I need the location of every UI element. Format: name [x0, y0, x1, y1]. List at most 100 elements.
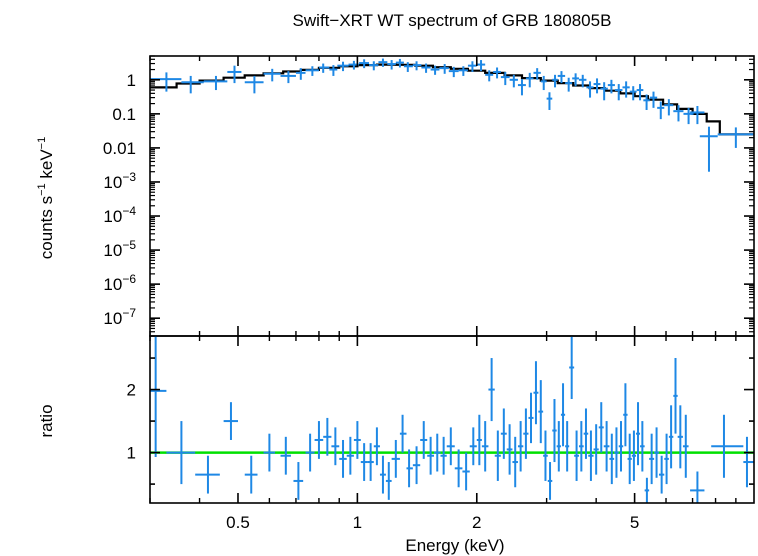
spectrum-data-point [476, 60, 486, 72]
ratio-data-point [743, 436, 754, 488]
spectrum-data-point [533, 68, 541, 80]
ratio-data-point [360, 443, 368, 481]
ratio-data-point [454, 449, 463, 488]
spectrum-data-point [467, 61, 477, 72]
ratio-data-point [523, 408, 529, 459]
spectrum-data-point [329, 65, 338, 76]
y-tick-label: 2 [127, 381, 136, 400]
spectrum-data-point [557, 71, 566, 84]
ratio-data-point [547, 462, 553, 500]
ratio-data-point [618, 421, 624, 472]
ratio-data-point [412, 446, 421, 485]
spectrum-panel: 1 0.1 0.01 10−3 10−4 10−5 10−6 10−7 counts s−1 … [36, 55, 755, 337]
ratio-data-point [654, 427, 659, 478]
y-tick-label: 0.1 [112, 105, 136, 124]
ratio-data-point [314, 421, 324, 459]
chart-title: Swift−XRT WT spectrum of GRB 180805B [293, 11, 612, 30]
spectrum-data-point [421, 63, 431, 73]
model-step-line [150, 63, 754, 136]
spectrum-data-point [525, 72, 534, 88]
ratio-data-point [150, 336, 167, 457]
ratio-data-point [440, 436, 447, 475]
ratio-data-point [609, 433, 615, 485]
ratio-data-point [668, 405, 674, 469]
ratio-data-point [195, 455, 220, 494]
ratio-data-point [433, 433, 441, 472]
ratio-data-point [552, 399, 557, 463]
spectrum-data-point [439, 64, 449, 74]
spectrum-data-point [359, 59, 370, 69]
spectrum-data-point [607, 79, 615, 94]
ratio-data-point [614, 427, 619, 478]
ratio-data-point [627, 433, 632, 485]
spectrum-data-point [699, 126, 718, 172]
spectrum-data-point [593, 78, 601, 94]
ratio-panel: 0.5 1 2 5 1 2 ratio Energy (keV) [37, 335, 755, 555]
spectrum-data-point [387, 60, 396, 70]
ratio-data-point [500, 408, 507, 459]
ratio-data-point [533, 361, 539, 425]
ratio-data-point [406, 449, 413, 488]
y-tick-label: 10−4 [103, 204, 136, 226]
ratio-data-point [367, 443, 374, 481]
spectrum-data-point [717, 127, 754, 148]
ratio-data-point [346, 436, 354, 475]
ratio-data-point [517, 421, 524, 472]
spectrum-data-point [552, 74, 558, 88]
ratio-data-point [528, 392, 534, 444]
ratio-data-point [293, 462, 304, 500]
spectrum-data-point [318, 63, 330, 73]
ratio-data-point [353, 421, 361, 459]
spectrum-data-point [458, 66, 468, 76]
spectrum-frame [149, 55, 755, 337]
spectrum-data-point [181, 75, 204, 94]
ratio-data-point [593, 424, 599, 475]
ratio-data-point [244, 455, 258, 494]
ratio-data-point [560, 383, 566, 447]
spectrum-data-point [643, 94, 650, 110]
spectrum-data-point [586, 81, 594, 98]
ratio-data-point [446, 427, 455, 466]
spectrum-data-point [305, 66, 319, 76]
x-axis-label: Energy (keV) [405, 536, 504, 555]
ratio-frame [149, 335, 755, 504]
ratio-data-point [339, 439, 347, 478]
ratio-data-point [574, 430, 579, 481]
x-tick-label: 5 [630, 513, 639, 532]
ratio-data-point [331, 427, 340, 466]
ratio-data-point [476, 414, 482, 466]
y-tick-label: 1 [127, 444, 136, 463]
spectrum-data-point [565, 77, 573, 92]
ratio-data-point [166, 421, 196, 485]
ratio-data-point [598, 402, 604, 453]
ratio-data-point [677, 405, 683, 469]
ratio-y-axis-label: ratio [37, 404, 56, 437]
ratio-data-point [223, 402, 238, 440]
ratio-data-point [623, 383, 628, 447]
spectrum-data-point [578, 74, 587, 88]
ratio-data-point [603, 421, 610, 472]
spectrum-data-point [295, 68, 306, 80]
ratio-data-point [462, 452, 470, 491]
y-tick-label: 0.01 [103, 139, 136, 158]
ratio-data-point [399, 414, 407, 453]
x-tick-label: 1 [353, 513, 362, 532]
spectrum-data-point [493, 67, 501, 79]
spectrum-data-point [369, 61, 379, 71]
ratio-data-point [543, 430, 548, 481]
ratio-data-point [664, 433, 669, 485]
spectrum-data-point [227, 65, 242, 84]
ratio-data-point [379, 455, 386, 494]
ratio-data-point [583, 408, 589, 459]
ratio-data-point [512, 436, 518, 488]
ratio-data-point [690, 471, 705, 503]
spectrum-data-point [412, 61, 422, 71]
ratio-data-point [635, 402, 641, 466]
ratio-data-point [385, 462, 392, 500]
ratio-data-point [538, 380, 544, 444]
y-tick-label: 10−6 [103, 272, 136, 294]
ratio-data-point [506, 424, 513, 475]
spectrum-data-group [150, 58, 754, 172]
spectrum-data-point [683, 107, 694, 125]
